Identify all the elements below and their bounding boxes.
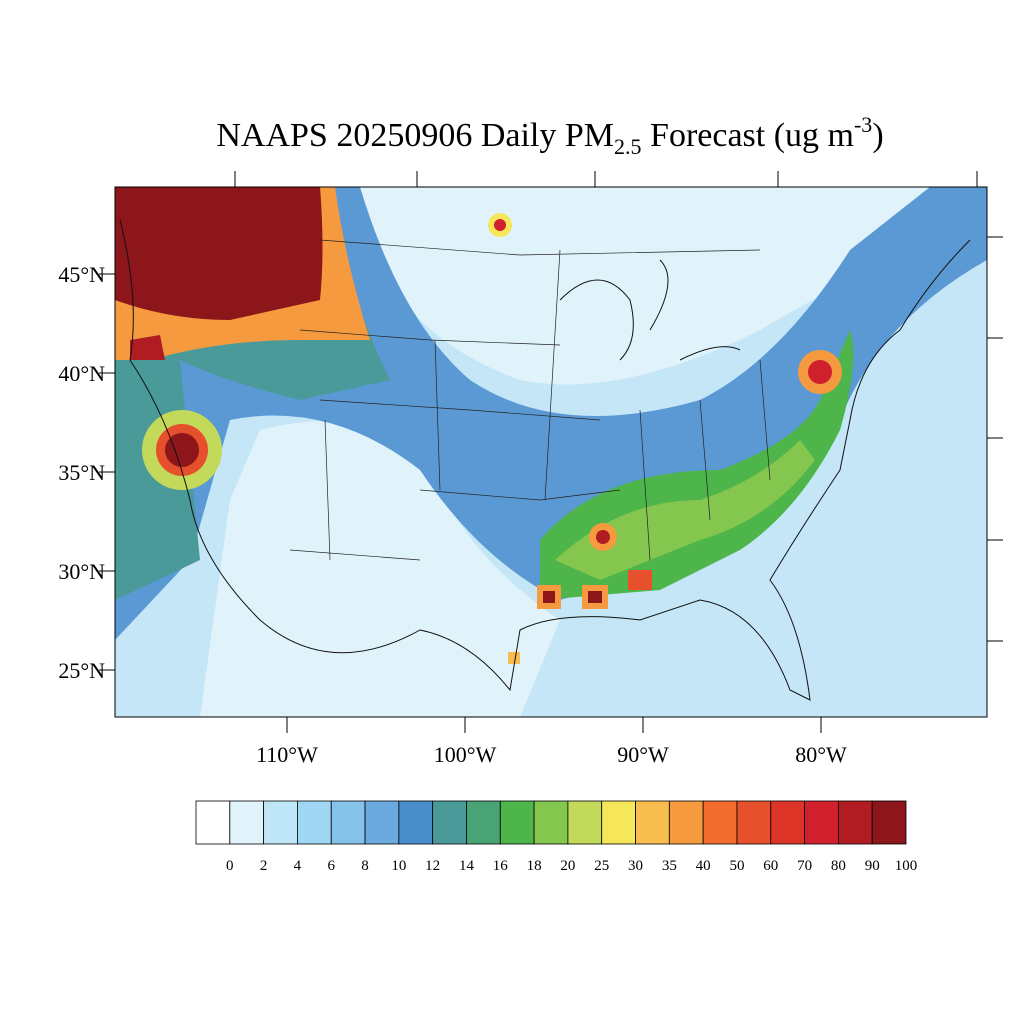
colorbar-label: 60: [763, 858, 778, 874]
colorbar-label: 14: [459, 858, 475, 874]
colorbar-box: [871, 800, 907, 845]
colorbar-label: 4: [294, 858, 302, 874]
colorbar-label: 10: [391, 858, 406, 874]
colorbar-box: [837, 800, 873, 845]
colorbar-box: [635, 800, 670, 845]
colorbar-box: [364, 800, 400, 845]
colorbar-box: [736, 800, 772, 845]
colorbar-label: 2: [260, 858, 268, 874]
colorbar-label: 35: [662, 858, 677, 874]
colorbar-box: [567, 800, 603, 845]
colorbar-box: [533, 800, 569, 845]
longitude-label: 90°W: [617, 742, 669, 767]
colorbar-label: 0: [226, 858, 234, 874]
colorbar-label: 25: [594, 858, 609, 874]
colorbar-label: 70: [797, 858, 812, 874]
colorbar-box: [330, 800, 366, 845]
map-title: NAAPS 20250906 Daily PM2.5 Forecast (ug …: [216, 112, 883, 159]
map-frame: [114, 186, 988, 718]
colorbar-box: [804, 800, 839, 845]
latitude-label: 45°N: [58, 262, 105, 287]
title-subscript: 2.5: [614, 134, 642, 159]
colorbar-box: [601, 800, 636, 845]
colorbar-label: 100: [895, 858, 918, 874]
colorbar-box: [297, 800, 332, 845]
colorbar-box: [195, 800, 231, 845]
colorbar-box: [398, 800, 434, 845]
title-text: ): [872, 117, 883, 154]
colorbar-label: 50: [729, 858, 744, 874]
colorbar-box: [263, 800, 298, 845]
latitude-label: 35°N: [58, 460, 105, 485]
colorbar-label: 80: [831, 858, 846, 874]
longitude-label: 80°W: [795, 742, 847, 767]
latitude-label: 40°N: [58, 361, 105, 386]
title-text: NAAPS 20250906 Daily PM: [216, 117, 614, 154]
colorbar-box: [770, 800, 805, 845]
longitude-label: 100°W: [434, 742, 497, 767]
frame-ticks: [234, 171, 1003, 642]
colorbar-box: [229, 800, 265, 845]
latitude-label: 30°N: [58, 559, 105, 584]
colorbar-label: 18: [527, 858, 542, 874]
colorbar-label: 20: [560, 858, 575, 874]
colorbar-label: 40: [696, 858, 711, 874]
map-field: [115, 187, 987, 717]
latitude-label: 25°N: [58, 658, 105, 683]
colorbar-label: 6: [327, 858, 335, 874]
colorbar-box: [668, 800, 704, 845]
title-superscript: -3: [854, 112, 872, 137]
longitude-label: 110°W: [256, 742, 318, 767]
colorbar-box: [432, 800, 467, 845]
colorbar-box: [702, 800, 738, 845]
colorbar-label: 12: [425, 858, 440, 874]
colorbar-label: 16: [493, 858, 509, 874]
title-text: Forecast (ug m: [642, 117, 854, 154]
colorbar-box: [499, 800, 535, 845]
colorbar-label: 30: [628, 858, 643, 874]
colorbar-label: 8: [361, 858, 369, 874]
colorbar-box: [466, 800, 501, 845]
colorbar-label: 90: [865, 858, 880, 874]
